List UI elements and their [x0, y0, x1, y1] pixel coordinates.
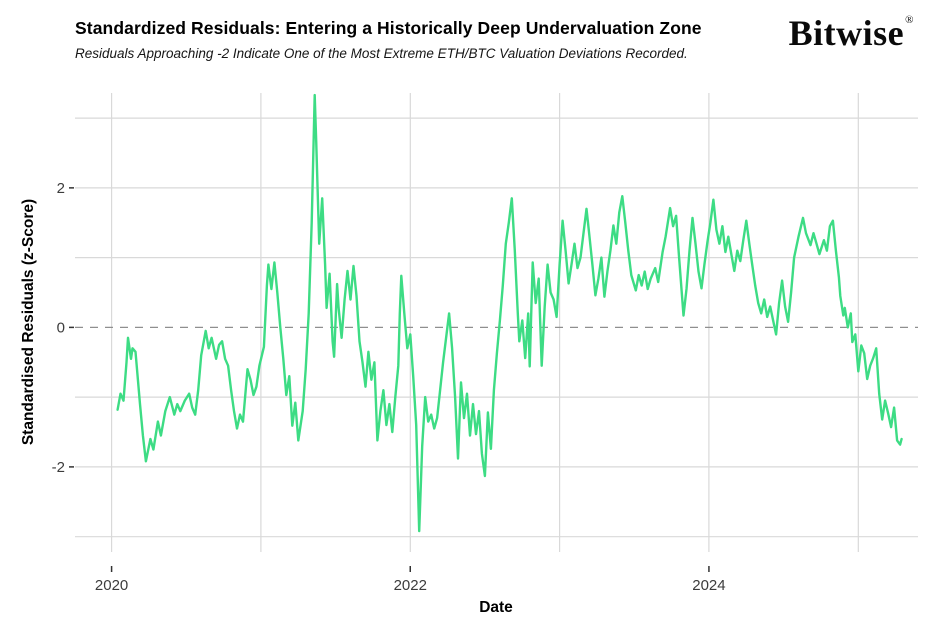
- x-axis-title: Date: [479, 599, 513, 616]
- chart-title: Standardized Residuals: Entering a Histo…: [75, 18, 702, 38]
- x-tick-label: 2022: [394, 577, 427, 594]
- y-tick-label: 2: [57, 180, 65, 197]
- residuals-series-line: [116, 93, 903, 533]
- y-tick-label: -2: [52, 459, 65, 476]
- chart-subtitle: Residuals Approaching -2 Indicate One of…: [75, 46, 688, 61]
- bitwise-logo: Bitwise®: [789, 12, 914, 54]
- registered-trademark-icon: ®: [905, 14, 914, 26]
- y-tick-label: 0: [57, 319, 65, 336]
- x-tick-label: 2024: [692, 577, 725, 594]
- bitwise-logo-text: Bitwise: [788, 13, 905, 53]
- y-axis-title: Standardised Residuals (z-Score): [20, 198, 37, 446]
- x-tick-label: 2020: [95, 577, 128, 594]
